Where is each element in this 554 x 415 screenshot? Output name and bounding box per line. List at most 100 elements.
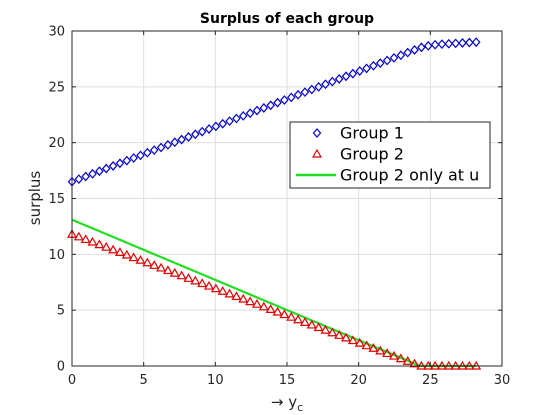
data-point bbox=[218, 118, 228, 129]
data-point bbox=[108, 161, 118, 171]
data-point bbox=[286, 92, 296, 103]
data-point bbox=[128, 252, 139, 262]
data-point bbox=[87, 236, 98, 246]
data-point bbox=[156, 262, 167, 272]
x-axis-subscript: c bbox=[297, 401, 303, 414]
legend: Group 1 Group 2 Group 2 only at u bbox=[289, 121, 491, 189]
data-point bbox=[409, 358, 420, 368]
data-point bbox=[272, 306, 283, 316]
legend-entry: Group 2 bbox=[311, 145, 404, 164]
legend-marker bbox=[311, 148, 323, 158]
data-point bbox=[183, 273, 194, 282]
data-point bbox=[129, 153, 138, 163]
data-point bbox=[149, 145, 159, 156]
data-point bbox=[204, 124, 214, 134]
data-point bbox=[177, 134, 186, 145]
x-axis-arrow: → bbox=[271, 393, 284, 411]
data-point bbox=[114, 247, 125, 256]
y-tick-label: 0 bbox=[57, 360, 65, 375]
legend-entries: Group 1 Group 2 Group 2 only at u bbox=[296, 124, 479, 185]
data-point bbox=[115, 158, 125, 169]
data-point bbox=[280, 95, 289, 105]
data-point bbox=[334, 74, 344, 84]
legend-label: Group 2 bbox=[340, 145, 404, 164]
data-point bbox=[252, 105, 262, 116]
data-point bbox=[88, 168, 97, 179]
x-axis-label: → yc bbox=[271, 393, 303, 414]
legend-label: Group 2 only at u bbox=[340, 166, 479, 185]
data-point bbox=[135, 254, 146, 264]
data-point bbox=[471, 37, 481, 48]
x-tick-label: 30 bbox=[494, 373, 511, 388]
data-point bbox=[300, 87, 310, 98]
data-point bbox=[149, 260, 160, 269]
data-point bbox=[382, 348, 393, 358]
data-point bbox=[299, 317, 310, 326]
data-point bbox=[101, 241, 112, 251]
data-point bbox=[136, 150, 145, 161]
data-point bbox=[94, 239, 105, 249]
data-point bbox=[197, 126, 207, 137]
data-point bbox=[403, 47, 412, 58]
legend-entry: Group 1 bbox=[312, 124, 404, 143]
data-point bbox=[402, 356, 413, 365]
data-point bbox=[451, 38, 460, 49]
data-point bbox=[286, 311, 297, 321]
data-point bbox=[245, 108, 255, 119]
x-tick-label: 25 bbox=[422, 373, 439, 388]
y-tick-label: 5 bbox=[57, 304, 65, 319]
legend-entry: Group 2 only at u bbox=[296, 166, 479, 185]
data-point bbox=[266, 100, 275, 111]
data-point bbox=[417, 42, 426, 53]
data-point bbox=[122, 155, 132, 166]
data-point bbox=[80, 234, 91, 244]
data-point bbox=[293, 314, 304, 324]
data-point bbox=[368, 343, 379, 352]
data-point bbox=[73, 231, 84, 241]
y-tick-label: 30 bbox=[48, 25, 65, 40]
data-point bbox=[81, 171, 90, 182]
data-point bbox=[232, 113, 241, 124]
legend-box bbox=[289, 121, 491, 189]
data-point bbox=[354, 337, 365, 347]
data-point bbox=[238, 293, 249, 303]
x-axis-variable: y bbox=[288, 393, 297, 411]
data-point bbox=[259, 103, 269, 113]
data-point bbox=[389, 52, 399, 63]
data-point bbox=[143, 147, 152, 158]
y-tick-label: 20 bbox=[48, 136, 65, 151]
data-point bbox=[355, 66, 365, 76]
data-point bbox=[108, 244, 119, 254]
data-point bbox=[101, 163, 111, 174]
data-point bbox=[245, 296, 256, 306]
data-point bbox=[341, 71, 351, 82]
legend-label: Group 1 bbox=[340, 124, 404, 143]
data-point bbox=[265, 304, 276, 313]
x-tick-label: 5 bbox=[140, 373, 148, 388]
data-point bbox=[347, 335, 358, 345]
ticks: 0 5 10 15 20 25 30 0 5 10 15 20 25 30 bbox=[48, 25, 510, 389]
legend-marker bbox=[312, 128, 322, 138]
data-point bbox=[211, 121, 221, 132]
chart-title: Surplus of each group bbox=[200, 11, 374, 27]
data-point bbox=[430, 39, 440, 50]
y-tick-label: 10 bbox=[48, 248, 65, 263]
data-point bbox=[388, 350, 400, 360]
data-point bbox=[95, 166, 104, 177]
data-point bbox=[437, 39, 447, 50]
data-point bbox=[395, 353, 406, 363]
data-point bbox=[121, 249, 132, 259]
data-point bbox=[74, 174, 84, 185]
data-point bbox=[375, 58, 385, 69]
data-point bbox=[190, 275, 201, 285]
data-point bbox=[369, 60, 378, 71]
data-point bbox=[334, 330, 345, 339]
data-point bbox=[465, 37, 474, 48]
data-point bbox=[327, 327, 338, 337]
data-point bbox=[273, 97, 282, 108]
data-point bbox=[375, 345, 386, 355]
data-point bbox=[410, 45, 419, 55]
data-point bbox=[169, 267, 180, 277]
x-tick-label: 0 bbox=[68, 373, 76, 388]
